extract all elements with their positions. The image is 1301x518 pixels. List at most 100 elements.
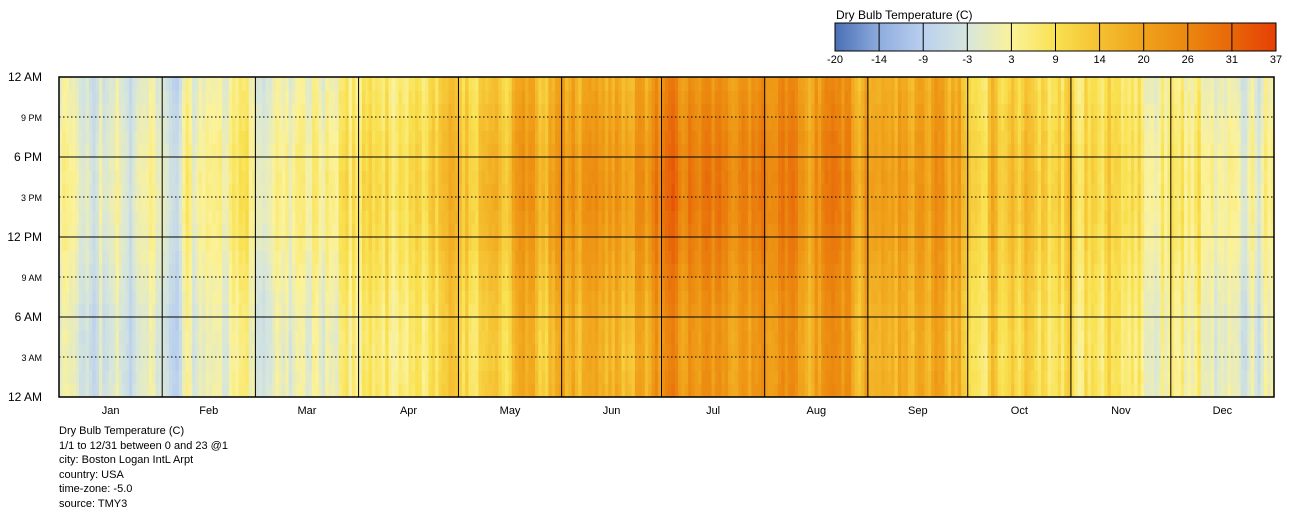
heatmap-cell <box>172 210 177 225</box>
heatmap-cell <box>155 117 160 131</box>
heatmap-cell <box>208 370 213 385</box>
heatmap-cell <box>321 357 326 371</box>
heatmap-cell <box>614 330 619 345</box>
heatmap-cell <box>381 383 386 398</box>
heatmap-cell <box>351 210 356 225</box>
heatmap-cell <box>541 223 546 238</box>
heatmap-cell <box>701 357 706 371</box>
heatmap-cell <box>564 263 569 278</box>
heatmap-cell <box>238 330 243 345</box>
heatmap-cell <box>708 223 713 238</box>
heatmap-cell <box>295 77 300 91</box>
heatmap-cell <box>368 303 373 318</box>
heatmap-cell <box>541 263 546 278</box>
heatmap-cell <box>641 317 646 331</box>
heatmap-cell <box>398 103 403 118</box>
heatmap-cell <box>418 237 423 251</box>
heatmap-cell <box>318 143 323 158</box>
heatmap-cell <box>485 117 490 131</box>
heatmap-cell <box>674 210 679 225</box>
heatmap-cell <box>218 250 223 265</box>
heatmap-cell <box>145 370 150 385</box>
heatmap-cell <box>378 277 383 291</box>
heatmap-cell <box>78 237 83 251</box>
heatmap-cell <box>594 237 599 251</box>
heatmap-cell <box>671 183 676 198</box>
heatmap-cell <box>445 103 450 118</box>
heatmap-cell <box>265 210 270 225</box>
heatmap-cell <box>614 277 619 291</box>
heatmap-cell <box>674 303 679 318</box>
heatmap-cell <box>162 303 167 318</box>
heatmap-cell <box>102 317 107 331</box>
heatmap-cell <box>445 157 450 171</box>
heatmap-cell <box>188 237 193 251</box>
heatmap-cell <box>455 223 460 238</box>
heatmap-cell <box>475 343 480 358</box>
heatmap-cell <box>538 277 543 291</box>
heatmap-cell <box>431 77 436 91</box>
heatmap-cell <box>525 343 529 358</box>
heatmap-cell <box>535 210 539 225</box>
heatmap-cell <box>425 370 430 385</box>
heatmap-cell <box>651 250 656 265</box>
heatmap-cell <box>212 303 217 318</box>
heatmap-cell <box>232 143 237 158</box>
heatmap-cell <box>175 277 180 291</box>
heatmap-cell <box>318 223 323 238</box>
heatmap-cell <box>658 383 663 398</box>
heatmap-cell <box>172 130 177 145</box>
heatmap-cell <box>498 183 503 198</box>
heatmap-cell <box>505 210 509 225</box>
heatmap-cell <box>68 290 73 305</box>
heatmap-cell <box>584 117 589 131</box>
heatmap-cell <box>295 330 300 345</box>
heatmap-cell <box>738 90 742 105</box>
heatmap-cell <box>561 290 566 305</box>
heatmap-cell <box>155 197 160 211</box>
heatmap-cell <box>202 237 207 251</box>
heatmap-cell <box>72 103 77 118</box>
heatmap-cell <box>551 290 556 305</box>
heatmap-cell <box>475 157 480 171</box>
heatmap-cell <box>598 223 603 238</box>
heatmap-cell <box>202 370 207 385</box>
heatmap-cell <box>335 263 340 278</box>
heatmap-cell <box>648 143 653 158</box>
heatmap-cell <box>92 223 97 238</box>
heatmap-cell <box>548 157 553 171</box>
heatmap-cell <box>674 250 679 265</box>
heatmap-cell <box>305 90 310 105</box>
heatmap-cell <box>165 250 170 265</box>
heatmap-cell <box>232 303 237 318</box>
heatmap-cell <box>711 237 716 251</box>
heatmap-cell <box>634 130 639 145</box>
heatmap-cell <box>132 170 137 185</box>
heatmap-cell <box>694 290 699 305</box>
heatmap-cell <box>168 357 173 371</box>
heatmap-cell <box>541 77 546 91</box>
heatmap-cell <box>218 197 223 211</box>
heatmap-cell <box>365 357 370 371</box>
heatmap-cell <box>59 197 63 211</box>
heatmap-cell <box>262 117 266 131</box>
heatmap-cell <box>82 183 87 198</box>
heatmap-cell <box>541 237 546 251</box>
heatmap-cell <box>185 263 190 278</box>
heatmap-cell <box>614 130 619 145</box>
heatmap-cell <box>451 290 456 305</box>
heatmap-cell <box>361 223 366 238</box>
heatmap-cell <box>664 317 669 331</box>
heatmap-cell <box>348 223 353 238</box>
heatmap-cell <box>248 277 253 291</box>
heatmap-cell <box>708 157 713 171</box>
heatmap-cell <box>551 370 556 385</box>
heatmap-cell <box>178 90 183 105</box>
heatmap-cell <box>185 330 190 345</box>
legend-tick-label: 9 <box>1052 54 1058 66</box>
heatmap-cell <box>371 90 376 105</box>
heatmap-cell <box>182 197 187 211</box>
heatmap-cell <box>252 223 256 238</box>
heatmap-cell <box>535 277 539 291</box>
heatmap-cell <box>292 157 296 171</box>
